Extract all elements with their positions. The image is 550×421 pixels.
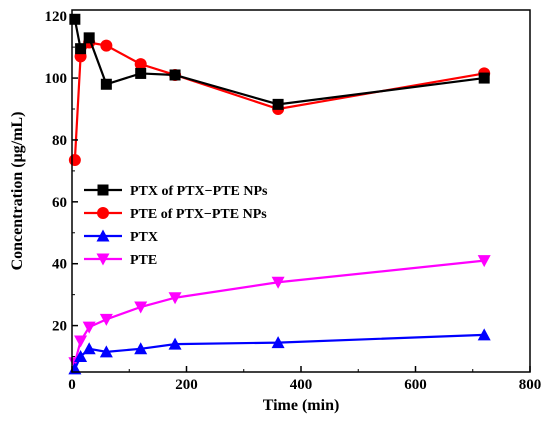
triangle-down-marker xyxy=(168,292,182,305)
plot-marks xyxy=(68,13,491,375)
triangle-up-marker xyxy=(271,336,285,349)
legend-label: PTX of PTX−PTE NPs xyxy=(130,184,268,199)
series-group xyxy=(69,13,490,110)
legend-item: PTX xyxy=(84,229,158,245)
triangle-down-marker xyxy=(82,321,96,334)
legend-label: PTX xyxy=(130,230,158,245)
legend-item: PTE of PTX−PTE NPs xyxy=(84,207,267,222)
legend-item: PTE xyxy=(84,253,157,268)
circle-marker xyxy=(134,58,147,71)
legend-label: PTE of PTX−PTE NPs xyxy=(130,207,267,222)
square-marker xyxy=(83,32,95,44)
legend: PTX of PTX−PTE NPs PTE of PTX−PTE NPs PTX P… xyxy=(84,184,268,268)
x-tick-label: 600 xyxy=(404,377,427,393)
x-tick-label: 0 xyxy=(68,377,76,393)
y-tick-label: 100 xyxy=(45,71,68,87)
x-tick-label: 400 xyxy=(290,377,313,393)
square-marker xyxy=(135,67,147,79)
triangle-down-marker xyxy=(477,255,491,268)
y-tick-label: 40 xyxy=(52,257,67,273)
triangle-up-marker xyxy=(82,342,96,355)
y-axis-title: Concentration (μg/mL) xyxy=(9,112,26,271)
triangle-down-marker xyxy=(99,313,113,326)
circle-marker xyxy=(100,39,113,52)
circle-marker xyxy=(68,154,81,167)
triangle-up-marker xyxy=(134,342,148,355)
y-tick-label: 80 xyxy=(52,133,67,149)
square-marker xyxy=(69,13,81,25)
y-tick-label: 60 xyxy=(52,195,67,211)
triangle-up-marker xyxy=(99,345,113,358)
y-tick-label: 20 xyxy=(52,319,67,335)
axes: 0 200 400 600 800 20 40 60 80 100 120 xyxy=(45,9,542,393)
triangle-down-marker xyxy=(134,301,148,314)
triangle-up-marker xyxy=(74,350,88,363)
legend-label: PTE xyxy=(130,253,157,268)
square-marker xyxy=(478,72,490,84)
y-tick-label: 120 xyxy=(45,9,68,25)
square-marker xyxy=(75,43,87,55)
triangle-up-marker xyxy=(477,328,491,341)
circle-marker xyxy=(97,207,109,219)
triangle-up-marker xyxy=(168,337,182,350)
x-tick-label: 200 xyxy=(175,377,198,393)
square-marker xyxy=(100,78,112,90)
triangle-down-marker xyxy=(74,335,88,348)
x-tick-label: 800 xyxy=(519,377,542,393)
square-marker xyxy=(169,69,181,81)
legend-item: PTX of PTX−PTE NPs xyxy=(84,184,268,199)
series-group xyxy=(68,255,491,370)
triangle-up-marker xyxy=(96,229,110,242)
triangle-down-marker xyxy=(96,253,110,266)
series-group xyxy=(68,328,491,375)
square-marker xyxy=(272,98,284,110)
x-axis-title: Time (min) xyxy=(263,397,340,414)
triangle-down-marker xyxy=(271,276,285,289)
square-marker xyxy=(97,184,109,196)
